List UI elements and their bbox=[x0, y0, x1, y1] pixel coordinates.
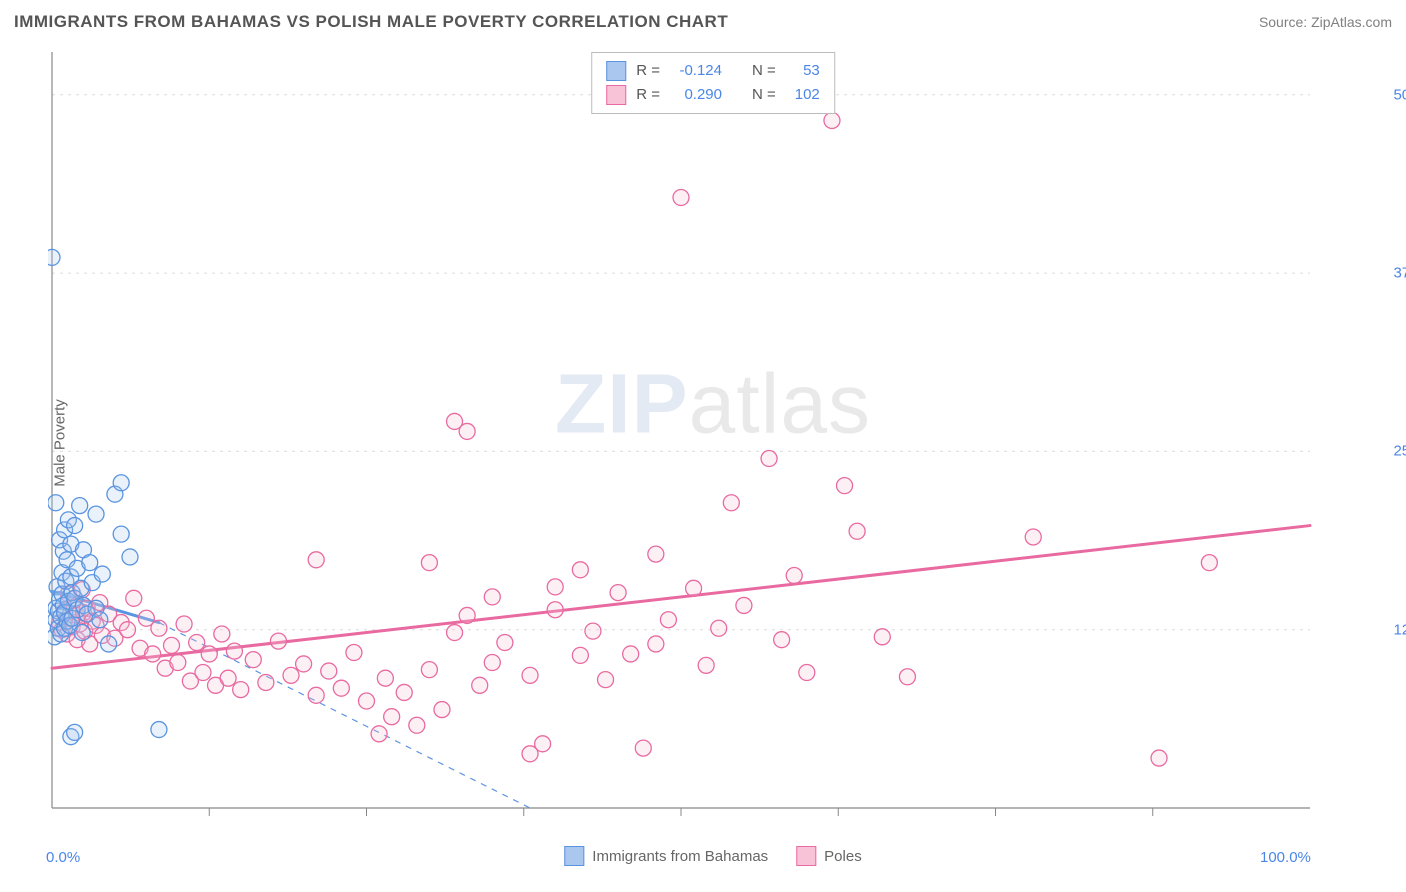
series-legend: Immigrants from Bahamas Poles bbox=[564, 846, 861, 866]
source-attribution: Source: ZipAtlas.com bbox=[1259, 14, 1392, 30]
correlation-row: R =-0.124N =53 bbox=[606, 59, 820, 83]
chart-title: IMMIGRANTS FROM BAHAMAS VS POLISH MALE P… bbox=[14, 12, 728, 32]
legend-label: Immigrants from Bahamas bbox=[592, 848, 768, 865]
y-tick-label: 37.5% bbox=[1393, 265, 1406, 282]
correlation-legend: R =-0.124N =53R =0.290N =102 bbox=[591, 52, 835, 114]
x-tick-label: 100.0% bbox=[1260, 849, 1311, 866]
y-tick-label: 50.0% bbox=[1393, 86, 1406, 103]
y-tick-label: 12.5% bbox=[1393, 621, 1406, 638]
legend-swatch bbox=[564, 846, 584, 866]
legend-swatch bbox=[796, 846, 816, 866]
legend-item: Immigrants from Bahamas bbox=[564, 846, 768, 866]
legend-swatch bbox=[606, 61, 626, 81]
legend-swatch bbox=[606, 85, 626, 105]
legend-label: Poles bbox=[824, 848, 862, 865]
x-tick-label: 0.0% bbox=[46, 849, 80, 866]
legend-item: Poles bbox=[796, 846, 862, 866]
scatter-plot bbox=[48, 48, 1378, 838]
y-tick-label: 25.0% bbox=[1393, 443, 1406, 460]
correlation-row: R =0.290N =102 bbox=[606, 83, 820, 107]
chart-area: Male Poverty ZIPatlas R =-0.124N =53R =0… bbox=[48, 48, 1378, 838]
